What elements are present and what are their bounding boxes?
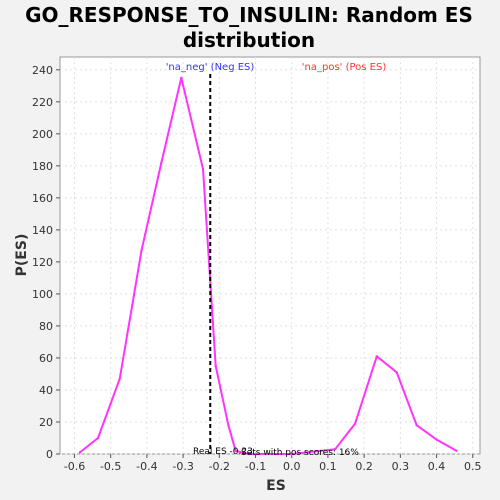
y-tick-label: 200 (32, 128, 53, 141)
chart-title-line-2: distribution (183, 28, 315, 52)
data-point (140, 249, 143, 252)
x-tick-label: -0.4 (136, 460, 157, 473)
data-point (415, 423, 418, 427)
data-point (234, 449, 237, 452)
y-tick-label: 180 (32, 160, 53, 173)
y-tick-label: 40 (39, 384, 53, 397)
x-tick-label: -0.6 (64, 460, 85, 473)
x-tick-label: -0.1 (245, 460, 266, 473)
x-tick-label: 0.0 (283, 460, 301, 473)
y-tick-label: 240 (32, 64, 53, 77)
x-tick-label: 0.4 (428, 460, 446, 473)
y-tick-label: 220 (32, 96, 53, 109)
data-point (247, 452, 250, 456)
x-tick-label: 0.5 (464, 460, 482, 473)
data-point (78, 451, 82, 454)
data-point (160, 161, 163, 164)
data-point (333, 447, 337, 451)
plot-area (59, 56, 481, 455)
data-point (375, 355, 379, 358)
pos-score-label: Sets with pos scores: 16% (241, 448, 359, 458)
data-point (201, 167, 205, 171)
y-tick-label: 160 (32, 192, 53, 205)
neg-label: 'na_neg' (Neg ES) (166, 62, 255, 73)
data-point (435, 438, 438, 441)
real-es-label: Real ES -0.23 (193, 447, 253, 457)
grid-layer (60, 57, 480, 455)
data-point (96, 436, 100, 440)
y-tick-label: 0 (46, 448, 53, 461)
y-axis-label: P(ES) (14, 234, 30, 277)
chart-title-line-1: GO_RESPONSE_TO_INSULIN: Random ES (25, 3, 473, 27)
x-tick-label: -0.5 (100, 460, 121, 473)
data-point (180, 76, 183, 80)
data-point (227, 423, 230, 427)
data-point (455, 449, 458, 452)
data-point (395, 371, 398, 374)
x-axis-label: ES (266, 478, 286, 494)
pos-label: 'na_pos' (Pos ES) (302, 62, 387, 73)
data-point (118, 377, 121, 380)
x-tick-label: 0.2 (355, 460, 373, 473)
y-tick-label: 120 (32, 256, 53, 269)
y-tick-label: 100 (32, 288, 53, 301)
x-tick-label: 0.3 (392, 460, 410, 473)
axis-layer: -0.6 -0.5 -0.4 -0.3 -0.2 -0.1 0.0 0.1 0.2 0.3 0.4 0… (32, 64, 482, 473)
x-tick-label: 0.1 (319, 460, 337, 473)
data-point (214, 364, 217, 368)
data-layer (78, 74, 458, 456)
y-tick-label: 80 (39, 320, 53, 333)
data-point (290, 452, 293, 456)
x-tick-label: -0.2 (209, 460, 230, 473)
y-tick-label: 60 (39, 352, 53, 365)
data-point (353, 422, 357, 425)
y-tick-label: 20 (39, 416, 53, 429)
x-tick-label: -0.3 (172, 460, 193, 473)
y-tick-label: 140 (32, 224, 53, 237)
